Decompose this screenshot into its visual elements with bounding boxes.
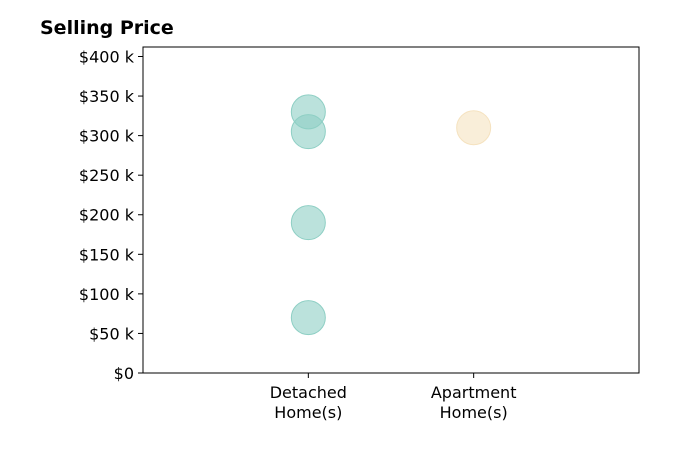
y-tick-label: $350 k: [79, 87, 135, 106]
y-tick-label: $250 k: [79, 166, 135, 185]
y-tick-label: $400 k: [79, 47, 135, 66]
y-tick-label: $150 k: [79, 245, 135, 264]
chart-title: Selling Price: [40, 17, 174, 39]
x-tick-label: Apartment Home(s): [431, 383, 517, 422]
plot-area: [142, 46, 640, 374]
y-tick-label: $100 k: [79, 285, 135, 304]
y-tick-label: $50 k: [89, 324, 135, 343]
data-point: [456, 110, 492, 146]
data-points: [290, 94, 492, 336]
y-tick-label: $200 k: [79, 206, 135, 225]
data-point: [290, 114, 326, 150]
x-tick-label: Detached Home(s): [270, 383, 347, 422]
data-point: [290, 205, 326, 241]
y-tick-label: $0: [114, 364, 134, 383]
x-axis: Detached Home(s) Apartment Home(s): [270, 373, 517, 422]
data-point: [290, 300, 326, 336]
y-tick-label: $300 k: [79, 127, 135, 146]
y-axis: $0 $50 k $100 k $150 k $200 k $250 k $300 k $35…: [79, 47, 143, 383]
